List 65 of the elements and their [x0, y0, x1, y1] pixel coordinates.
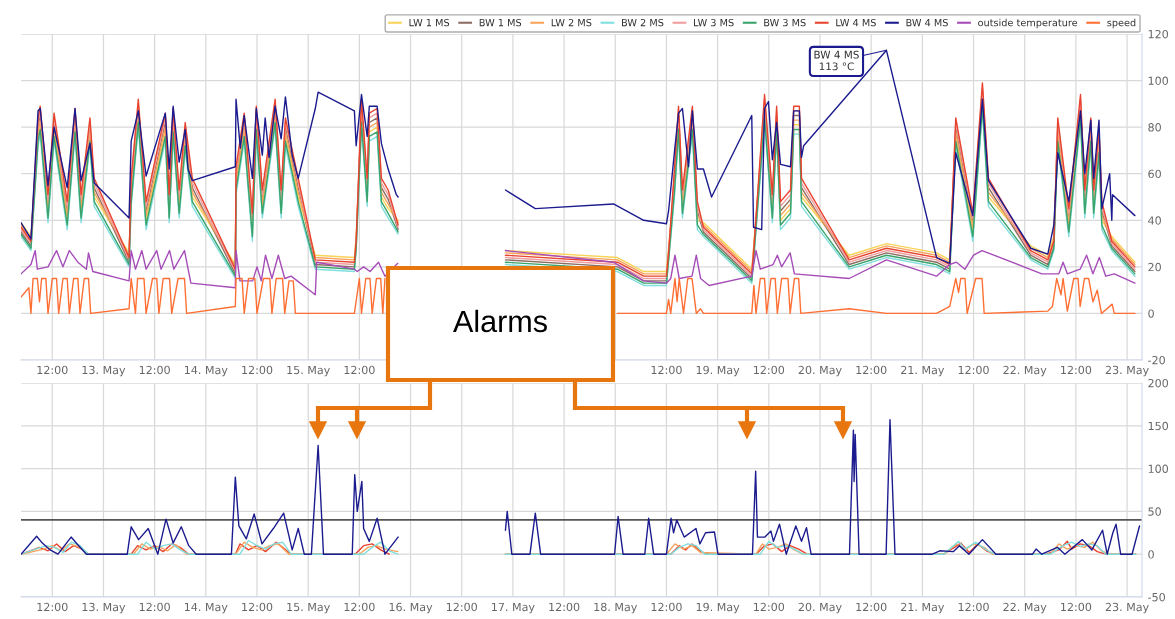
x-tick-label: 13. May: [82, 365, 126, 377]
x-tick-label: 12:00: [344, 602, 375, 612]
x-tick-label: 23. May: [1105, 365, 1149, 377]
legend-label: speed: [1107, 18, 1136, 29]
x-tick-label: 22. May: [1003, 365, 1047, 377]
legend-label: LW 4 MS: [836, 18, 876, 27]
x-tick-label: 12:00: [651, 365, 682, 375]
legend-label: LW 1 MS: [409, 18, 450, 27]
legend-label: BW 1 MS: [479, 18, 522, 27]
legend-label: LW 3 MS: [694, 18, 734, 27]
x-tick-label: 12:00: [344, 365, 375, 375]
y-tick-label: 40: [1148, 216, 1161, 225]
y-tick-label: -20: [1148, 355, 1165, 365]
x-tick-label: 13. May: [82, 602, 126, 614]
x-tick-label: 12:00: [754, 365, 785, 375]
y-tick-label: 20: [1148, 262, 1161, 272]
y-tick-label: 150: [1148, 421, 1169, 431]
x-tick-label: 14. May: [184, 602, 228, 614]
x-tick-label: 17. May: [492, 602, 535, 614]
legend-label: BW 4 MS: [906, 18, 948, 27]
legend-label: outside temperature: [978, 18, 1078, 29]
x-tick-label: 12:00: [1061, 602, 1092, 612]
legend-label: BW 3 MS: [764, 18, 806, 27]
y-tick-label: 80: [1148, 123, 1161, 132]
x-tick-label: 23. May: [1105, 602, 1149, 614]
y-tick-label: 100: [1148, 464, 1169, 473]
x-tick-label: 22. May: [1003, 602, 1047, 614]
x-tick-label: 12:00: [856, 365, 887, 375]
x-tick-label: 12:00: [958, 365, 989, 375]
x-tick-label: 12:00: [242, 365, 273, 375]
annotation: Alarms: [453, 309, 547, 333]
x-tick-label: 15. May: [287, 365, 330, 377]
x-tick-label: 19. May: [696, 602, 740, 614]
x-tick-label: 20. May: [798, 365, 842, 377]
x-tick-label: 20. May: [798, 602, 842, 614]
x-tick-label: 12:00: [1061, 365, 1092, 375]
x-tick-label: 16. May: [389, 602, 433, 614]
x-tick-label: 12:00: [37, 602, 68, 612]
x-tick-label: 12:00: [549, 602, 580, 612]
y-tick-label: 0: [1148, 550, 1154, 559]
x-tick-label: 12:00: [242, 602, 273, 612]
legend-label: LW 2 MS: [551, 18, 592, 27]
x-tick-label: 12:00: [651, 602, 682, 612]
x-tick-label: 12:00: [139, 365, 170, 375]
x-tick-label: 15. May: [287, 602, 330, 614]
x-tick-label: 21. May: [901, 365, 945, 377]
legend-label: BW 2 MS: [622, 18, 664, 27]
x-tick-label: 12:00: [139, 602, 170, 612]
x-tick-label: 12:00: [958, 602, 989, 612]
y-tick-label: 200: [1148, 378, 1169, 388]
x-tick-label: 12:00: [446, 602, 477, 612]
annotation: BW 4 MS 113 °C: [814, 50, 859, 71]
x-tick-label: 21. May: [901, 602, 945, 614]
x-tick-label: 12:00: [856, 602, 887, 612]
y-tick-label: 50: [1148, 507, 1161, 516]
y-tick-label: 60: [1148, 169, 1161, 179]
y-tick-label: 0: [1148, 309, 1154, 318]
x-tick-label: 19. May: [696, 365, 740, 377]
y-tick-label: 100: [1148, 76, 1169, 85]
x-tick-label: 18. May: [594, 602, 638, 614]
y-tick-label: -50: [1148, 592, 1165, 602]
x-tick-label: 12:00: [37, 365, 68, 375]
x-tick-label: 12:00: [754, 602, 785, 612]
y-tick-label: 120: [1148, 29, 1169, 39]
x-tick-label: 14. May: [184, 365, 228, 377]
